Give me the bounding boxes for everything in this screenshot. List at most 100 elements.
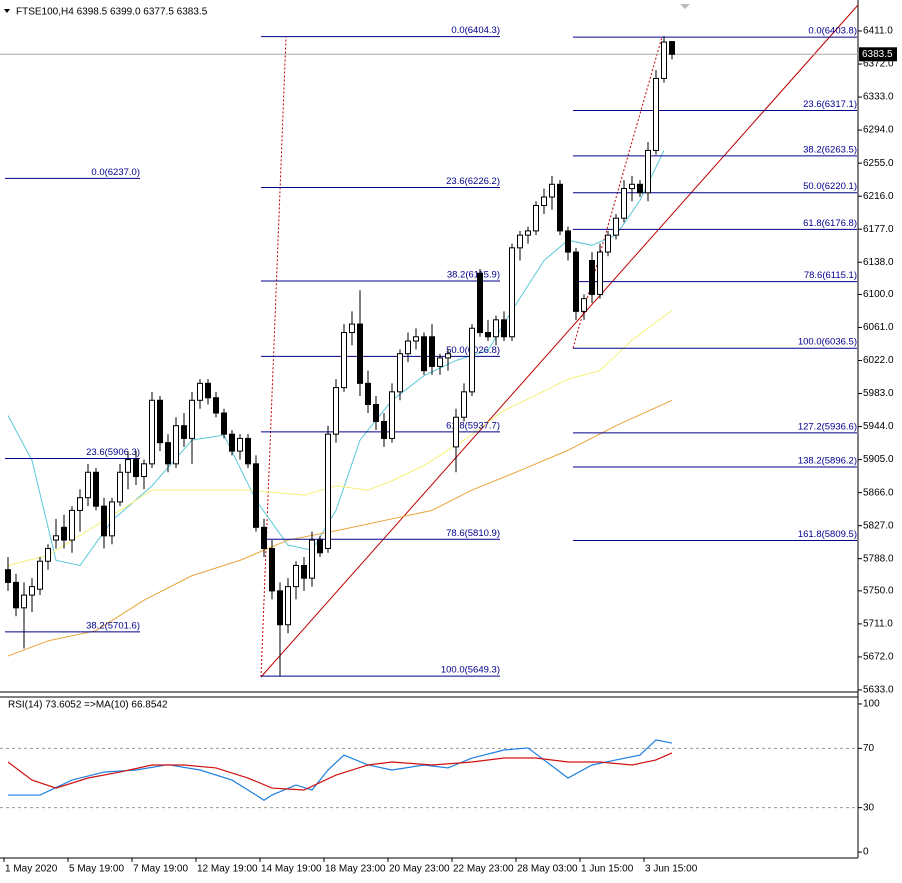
fib-label: 127.2(5936.6) (798, 421, 857, 432)
y-tick-label: 6022.0 (863, 355, 894, 366)
y-tick-label: 30 (863, 802, 875, 813)
x-tick-label: 3 Jun 15:00 (645, 864, 698, 875)
fib-label: 100.0(5649.3) (441, 665, 500, 676)
candle-body (29, 586, 35, 596)
candle-body (477, 272, 483, 334)
fib-label: 23.6(6317.1) (803, 99, 857, 110)
candle-body (493, 319, 499, 338)
y-tick-label: 5983.0 (863, 388, 894, 399)
candle-body (373, 404, 379, 422)
candle-body (437, 357, 443, 367)
candle-body (485, 332, 491, 338)
candle-body (397, 353, 403, 393)
candle-body (53, 535, 59, 541)
candle-body (605, 234, 611, 253)
fib-label: 50.0(6220.1) (803, 181, 857, 192)
candle-body (109, 501, 115, 537)
chart-title: FTSE100,H4 6398.5 6399.0 6377.5 6383.5 (16, 7, 208, 18)
last-price-label: 6383.5 (862, 49, 893, 60)
candle-body (93, 471, 99, 507)
candle-body (557, 183, 563, 232)
candle-body (197, 382, 203, 401)
x-tick-label: 12 May 19:00 (197, 864, 258, 875)
y-tick-label: 6411.0 (863, 26, 893, 37)
indicator-line (7, 752, 673, 791)
fib-label: 0.0(6404.3) (451, 25, 500, 36)
candle-body (13, 581, 19, 609)
candle-body (181, 425, 187, 439)
y-tick-label: 5711.0 (863, 619, 893, 630)
candle-body (253, 463, 259, 528)
x-tick-label: 20 May 23:00 (389, 864, 450, 875)
y-tick-label: 6294.0 (863, 125, 894, 136)
candle-body (381, 420, 387, 439)
y-tick-label: 6333.0 (863, 92, 894, 103)
candle-body (421, 336, 427, 372)
x-tick-label: 5 May 19:00 (69, 864, 124, 875)
candle-body (261, 526, 267, 550)
candle-body (405, 340, 411, 355)
candle-body (101, 505, 107, 537)
indicator-line (7, 310, 673, 566)
x-tick-label: 14 May 19:00 (261, 864, 322, 875)
y-tick-label: 5672.0 (863, 652, 894, 663)
candle-body (213, 397, 219, 414)
fib-label: 23.6(6226.2) (446, 176, 500, 187)
candle-body (501, 319, 507, 338)
y-tick-label: 0 (863, 847, 869, 858)
candle-body (133, 459, 139, 478)
x-tick-label: 1 May 2020 (5, 864, 58, 875)
candle-body (469, 327, 475, 393)
candle-body (597, 251, 603, 295)
fib-label: 38.2(6263.5) (803, 144, 857, 155)
candle-body (125, 459, 131, 473)
candle-body (573, 251, 579, 312)
candle-body (525, 230, 531, 236)
candle-body (333, 387, 339, 435)
candle-body (21, 594, 27, 609)
indicator-line (8, 739, 673, 801)
candle-body (277, 590, 283, 626)
candle-body (165, 442, 171, 465)
y-tick-label: 6255.0 (863, 158, 894, 169)
candle-body (269, 548, 275, 592)
fib-anchor-line (260, 36, 287, 678)
fib-label: 38.2(5701.6) (86, 620, 140, 631)
candle-body (149, 399, 155, 465)
candle-body (117, 471, 123, 503)
y-tick-label: 6138.0 (863, 257, 894, 268)
candle-body (357, 323, 363, 384)
last-price-box (859, 47, 897, 62)
fib-label: 61.8(5937.7) (446, 420, 500, 431)
candle-body (629, 183, 635, 190)
candle-body (245, 437, 251, 465)
x-tick-label: 18 May 23:00 (325, 864, 386, 875)
y-tick-label: 70 (863, 743, 875, 754)
y-tick-label: 6061.0 (863, 322, 894, 333)
y-tick-label: 5944.0 (863, 421, 894, 432)
candle-body (461, 391, 467, 418)
candle-body (549, 183, 555, 198)
candle-body (349, 323, 355, 334)
candle-body (45, 548, 51, 562)
y-tick-label: 6177.0 (863, 224, 894, 235)
candle-body (581, 298, 587, 312)
candle-body (205, 382, 211, 399)
candle-body (565, 230, 571, 253)
y-tick-label: 5633.0 (863, 685, 894, 696)
candle-body (389, 391, 395, 439)
fib-label: 138.2(5896.2) (798, 456, 857, 467)
fib-label: 0.0(6237.0) (91, 167, 140, 178)
y-tick-label: 100 (863, 699, 880, 710)
fib-label: 23.6(5906.3) (86, 447, 140, 458)
candle-body (301, 564, 307, 579)
candle-body (653, 77, 659, 151)
indicator-line (7, 399, 673, 657)
candle-body (293, 564, 299, 588)
candle-body (69, 509, 75, 541)
candle-body (669, 41, 675, 55)
candle-body (85, 471, 91, 499)
